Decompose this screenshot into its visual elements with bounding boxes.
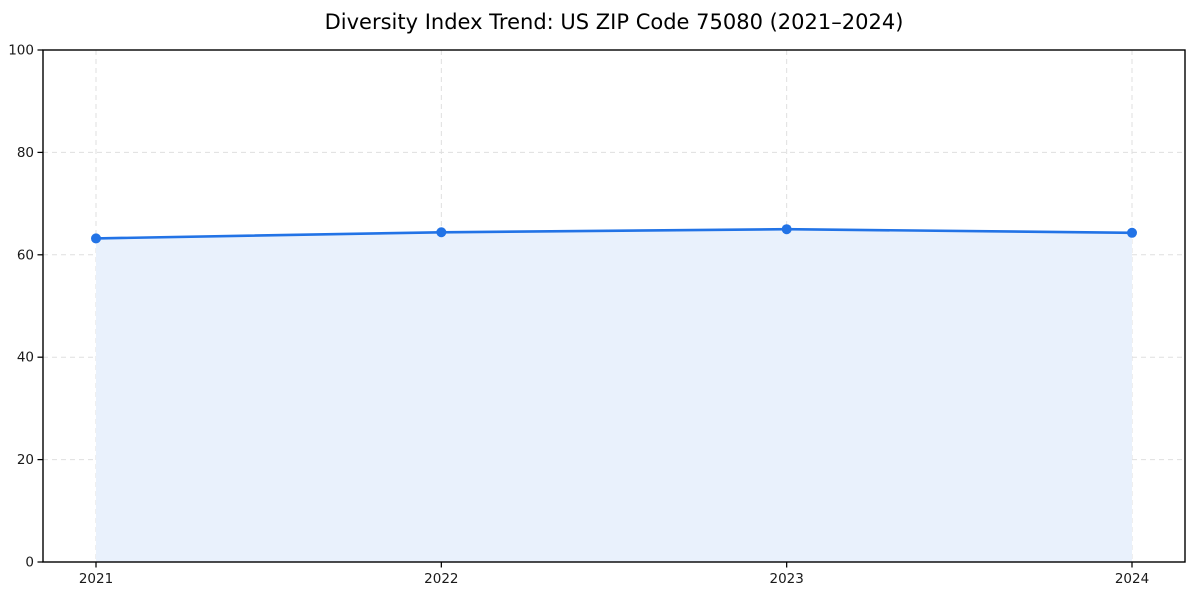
y-tick-label: 100: [8, 43, 34, 59]
y-tick-label: 0: [25, 555, 34, 571]
tick-labels: 0 20 40 60 80 100 2021 2022 2023 2024: [8, 43, 1149, 588]
axes-spines: [42, 49, 1186, 563]
chart-title: Diversity Index Trend: US ZIP Code 75080…: [324, 10, 904, 34]
series-line: [94, 227, 1134, 240]
data-point: [91, 233, 101, 244]
series-area-fill: [96, 229, 1132, 562]
x-tick-label: 2024: [1115, 571, 1149, 587]
y-tick-label: 60: [17, 247, 34, 263]
data-points: [91, 224, 1137, 244]
x-tick-label: 2022: [424, 571, 458, 587]
data-point: [781, 224, 792, 235]
data-point: [1127, 227, 1137, 238]
tick-marks: [37, 49, 1133, 568]
data-point: [436, 227, 447, 238]
y-tick-label: 80: [17, 145, 34, 161]
y-tick-label: 40: [17, 350, 34, 366]
x-tick-label: 2021: [79, 571, 113, 587]
y-tick-label: 20: [17, 452, 34, 468]
x-tick-label: 2023: [769, 571, 803, 587]
